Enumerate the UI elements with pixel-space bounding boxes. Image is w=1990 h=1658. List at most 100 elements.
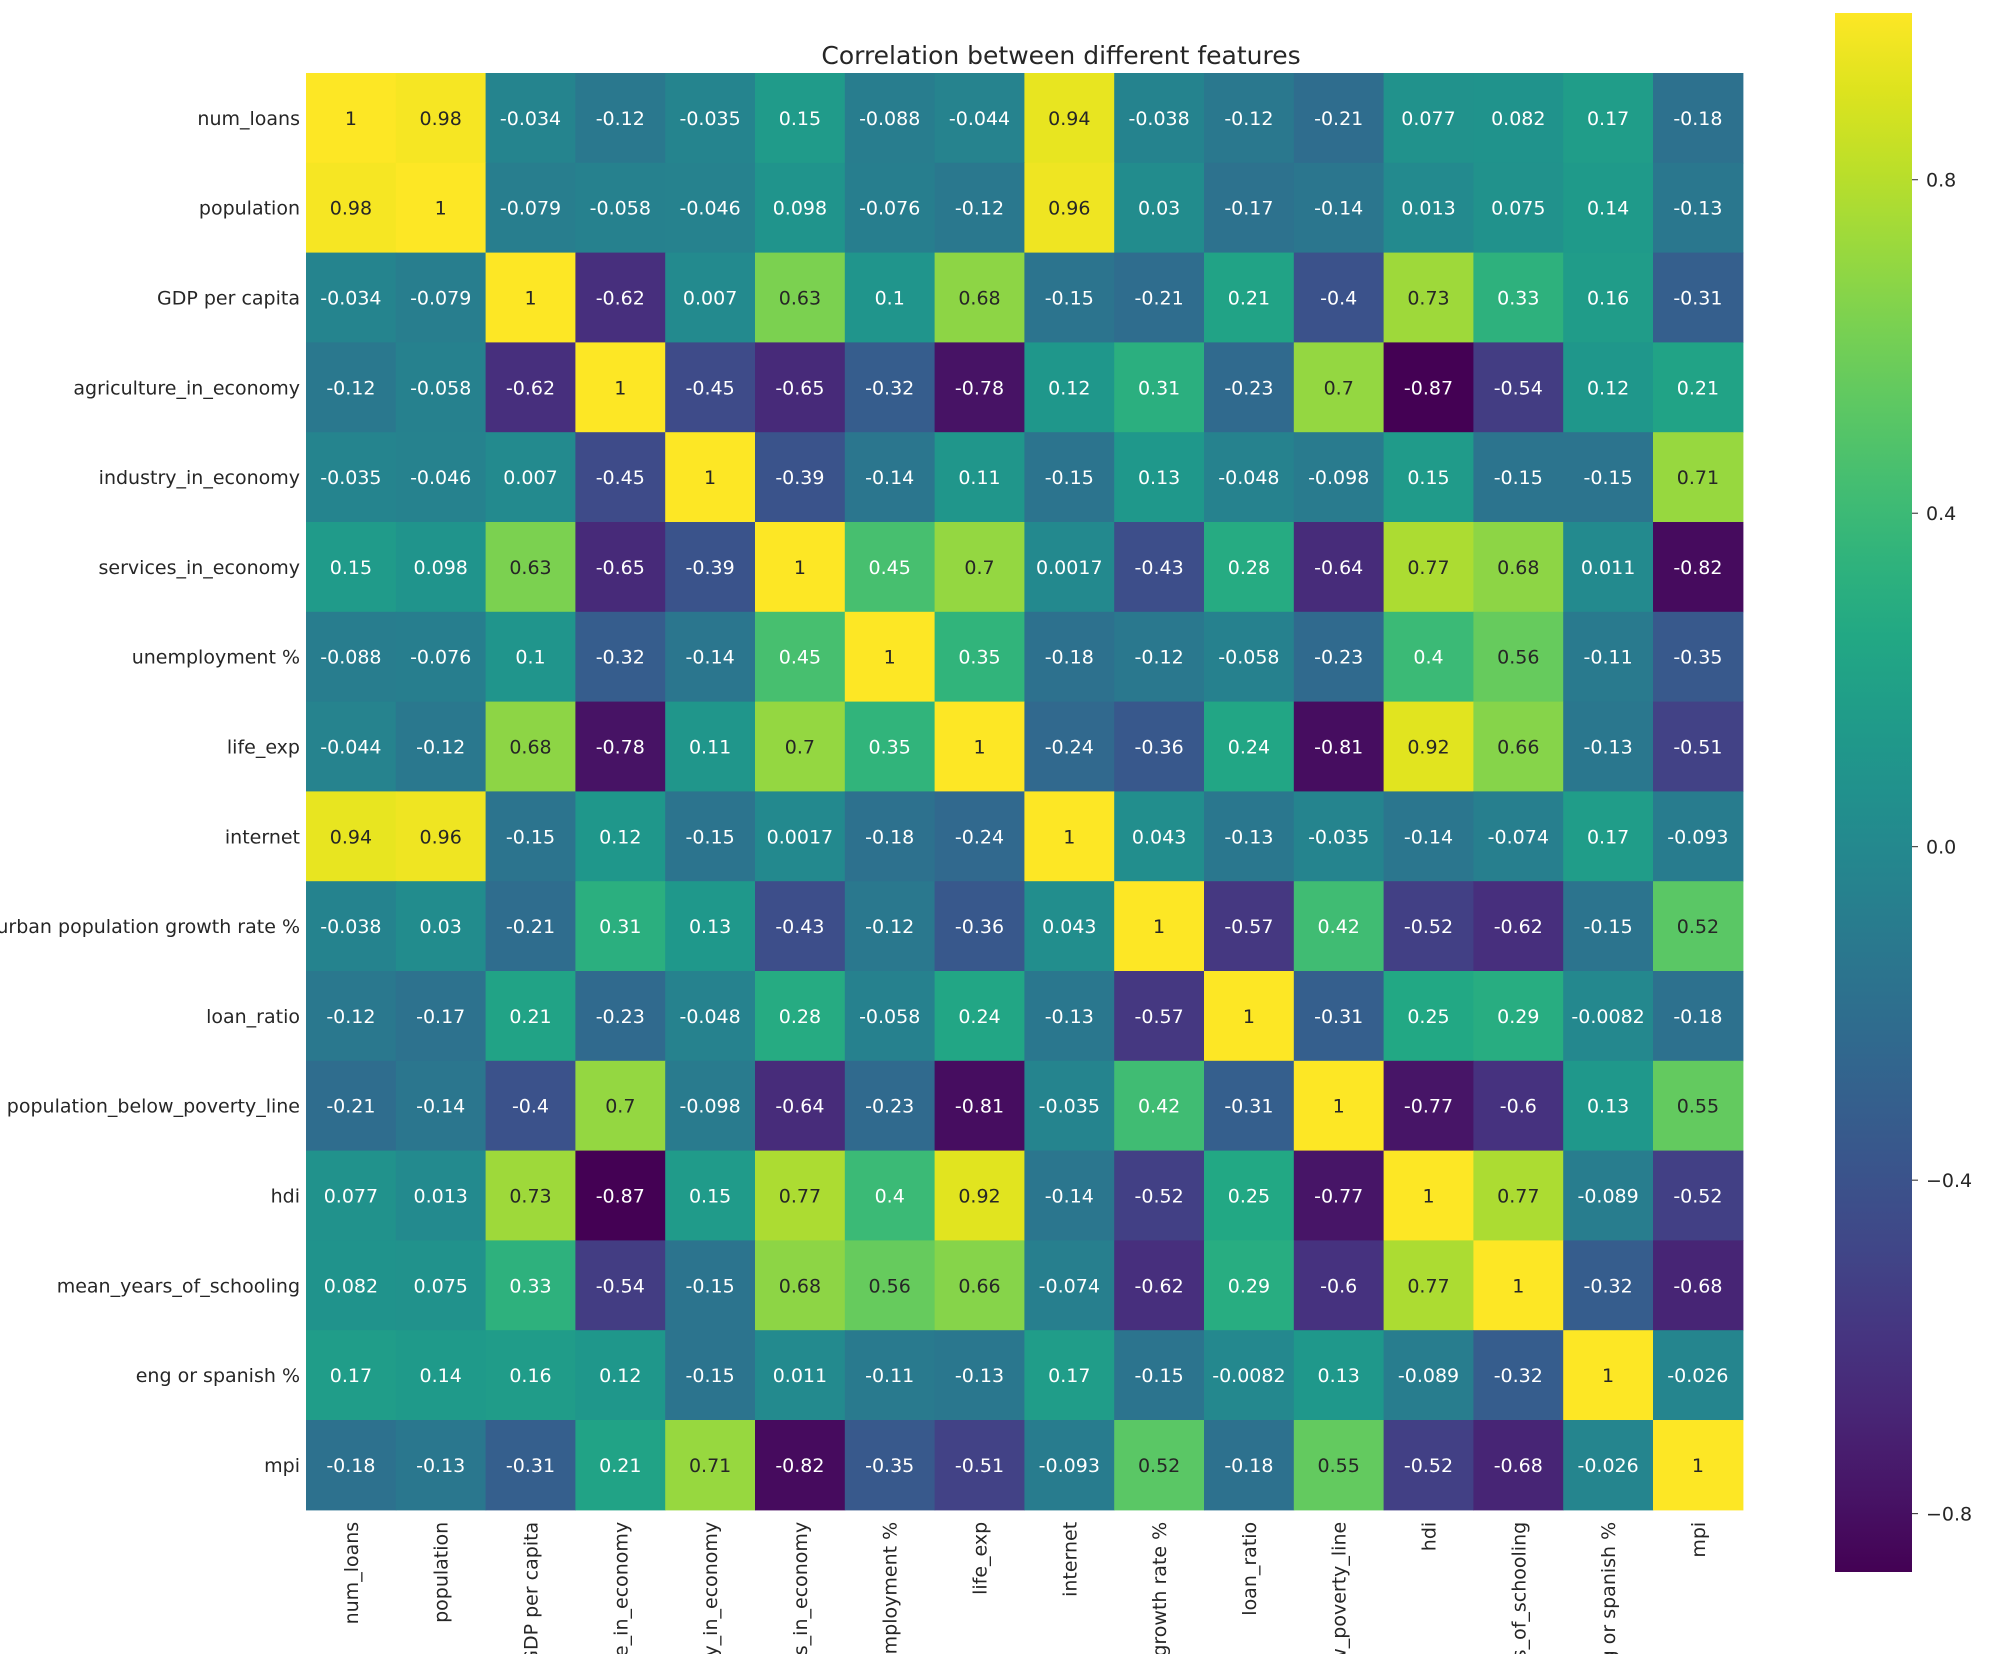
heatmap-cell <box>1024 1060 1115 1152</box>
heatmap-cell <box>1383 1420 1474 1511</box>
heatmap-cell <box>1383 881 1474 972</box>
heatmap-cell <box>665 1330 756 1421</box>
row-label: unemployment % <box>132 647 300 669</box>
heatmap-cell <box>1204 252 1295 343</box>
heatmap-cell <box>755 701 846 792</box>
heatmap-cell <box>934 252 1025 343</box>
cell-value-label: -0.4 <box>1320 288 1357 310</box>
heatmap-cell <box>844 611 936 703</box>
heatmap-cell <box>1473 73 1564 164</box>
cell-value-label: 0.21 <box>1677 377 1719 399</box>
cell-value-label: 0.63 <box>509 557 551 579</box>
heatmap-cell <box>1563 881 1654 972</box>
heatmap-cell <box>934 432 1025 523</box>
cell-value-label: 1 <box>973 737 985 759</box>
heatmap-cell <box>575 1060 666 1152</box>
cell-value-label: 0.28 <box>779 1006 821 1028</box>
cell-value-label: -0.11 <box>1584 647 1633 669</box>
heatmap-cell <box>755 522 846 613</box>
cell-value-label: 0.075 <box>1491 198 1545 220</box>
heatmap-cell <box>395 162 487 254</box>
cell-value-label: 0.92 <box>958 1186 1000 1208</box>
cell-value-label: -0.074 <box>1039 1275 1100 1297</box>
row-label: hdi <box>271 1186 300 1208</box>
heatmap-cell <box>1024 432 1115 523</box>
heatmap-cell <box>395 611 487 703</box>
cell-value-label: -0.076 <box>859 198 920 220</box>
heatmap-cell <box>844 252 936 343</box>
cell-value-label: 0.68 <box>1497 557 1539 579</box>
heatmap-cell <box>485 971 576 1062</box>
cell-value-label: -0.12 <box>416 737 465 759</box>
cell-value-label: 0.25 <box>1228 1186 1270 1208</box>
heatmap-cell <box>665 252 756 343</box>
heatmap-cell <box>395 342 487 433</box>
cell-value-label: -0.24 <box>1045 737 1094 759</box>
heatmap-cell <box>1383 1150 1474 1241</box>
heatmap-cell <box>755 1240 846 1331</box>
heatmap-cell <box>1383 252 1474 343</box>
cell-value-label: 0.96 <box>1048 198 1090 220</box>
heatmap-cell <box>1383 1060 1474 1152</box>
cell-value-label: -0.076 <box>410 647 471 669</box>
heatmap-cell <box>1293 881 1385 972</box>
cell-value-label: 0.075 <box>413 1275 467 1297</box>
column-label: re_in_economy <box>610 1522 632 1654</box>
heatmap-cell <box>485 1150 576 1241</box>
heatmap-cell <box>1473 611 1564 703</box>
cell-value-label: -0.13 <box>1673 198 1722 220</box>
heatmap-cell <box>1473 252 1564 343</box>
cell-value-label: -0.046 <box>410 467 471 489</box>
heatmap-cell <box>306 611 397 703</box>
cell-value-label: -0.18 <box>1673 108 1722 130</box>
cell-value-label: -0.058 <box>590 198 651 220</box>
heatmap-cell <box>1563 1240 1654 1331</box>
cell-value-label: 0.4 <box>875 1186 905 1208</box>
cell-value-label: -0.098 <box>1308 467 1369 489</box>
cell-value-label: -0.87 <box>1404 377 1453 399</box>
cell-value-label: 0.25 <box>1407 1006 1449 1028</box>
cell-value-label: -0.15 <box>1584 916 1633 938</box>
cell-value-label: 0.011 <box>773 1365 827 1387</box>
cell-value-label: 1 <box>1243 1006 1255 1028</box>
heatmap-cell <box>575 971 666 1062</box>
heatmap-cell <box>395 881 487 972</box>
heatmap-cell <box>1114 971 1205 1062</box>
cell-value-label: 0.15 <box>330 557 372 579</box>
heatmap-cell <box>395 1060 487 1152</box>
cell-value-label: 0.16 <box>509 1365 551 1387</box>
heatmap-cell <box>665 522 756 613</box>
cell-value-label: -0.14 <box>1404 826 1453 848</box>
colorbar-tick-label: 0.0 <box>1926 837 1956 859</box>
heatmap-cell <box>1024 1420 1115 1511</box>
column-label: population <box>431 1522 453 1623</box>
cell-value-label: -0.088 <box>320 647 381 669</box>
cell-value-label: 0.15 <box>689 1186 731 1208</box>
cell-value-label: -0.12 <box>1135 647 1184 669</box>
heatmap-cell <box>844 73 936 164</box>
cell-value-label: 0.16 <box>1587 288 1629 310</box>
heatmap-cell <box>395 701 487 792</box>
heatmap-cell <box>1653 162 1744 254</box>
heatmap-cell <box>844 1330 936 1421</box>
cell-value-label: -0.54 <box>1494 377 1543 399</box>
heatmap-cell <box>1383 522 1474 613</box>
heatmap-cell <box>1383 432 1474 523</box>
cell-value-label: 0.55 <box>1318 1455 1360 1477</box>
cell-value-label: -0.21 <box>506 916 555 938</box>
heatmap-cell <box>755 73 846 164</box>
cell-value-label: -0.13 <box>1584 737 1633 759</box>
heatmap-cell <box>1383 1330 1474 1421</box>
cell-value-label: -0.82 <box>1673 557 1722 579</box>
heatmap-cell <box>1204 1150 1295 1241</box>
cell-value-label: -0.089 <box>1398 1365 1459 1387</box>
heatmap-cell <box>1293 1060 1385 1152</box>
cell-value-label: 0.77 <box>779 1186 821 1208</box>
heatmap-cell <box>1293 432 1385 523</box>
row-label: urban population growth rate % <box>0 916 300 938</box>
heatmap-cell <box>306 1060 397 1152</box>
cell-value-label: -0.45 <box>686 377 735 399</box>
cell-value-label: -0.13 <box>955 1365 1004 1387</box>
heatmap-cell <box>575 73 666 164</box>
cell-value-label: -0.12 <box>326 1006 375 1028</box>
